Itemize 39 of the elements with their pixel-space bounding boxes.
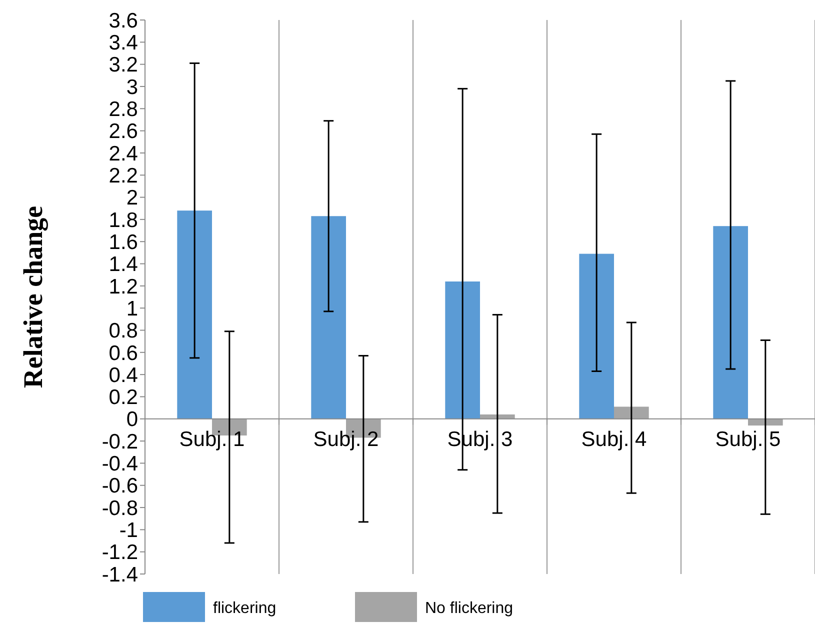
y-tick-label: 1.8 [108, 208, 138, 232]
bar [614, 406, 649, 419]
y-tick-label: 3.6 [108, 9, 138, 32]
y-tick-label: -1 [119, 519, 138, 542]
y-tick-label: 0.2 [108, 386, 138, 410]
y-tick-label: 2.4 [108, 142, 138, 166]
y-tick-label: 2 [126, 186, 138, 210]
y-tick-label: 2.6 [108, 120, 138, 144]
y-tick-label: -1.4 [102, 563, 138, 586]
y-axis-title: Relative change [18, 206, 48, 388]
y-tick-label: 0.6 [108, 342, 138, 365]
y-tick-label: 0.4 [108, 364, 138, 387]
y-tick-label: -0.4 [102, 452, 138, 476]
y-tick-label: 1.4 [108, 253, 138, 276]
y-tick-label: 1.2 [108, 275, 138, 298]
y-tick-label: 3 [126, 76, 138, 99]
x-tick-label: Subj. 2 [313, 428, 379, 451]
y-tick-label: -1.2 [102, 541, 138, 564]
legend-label: No flickering [425, 600, 514, 617]
x-tick-label: Subj. 1 [179, 428, 245, 451]
y-tick-label: 3.4 [108, 32, 138, 55]
y-tick-label: 1 [126, 297, 138, 320]
bar [445, 281, 480, 419]
y-tick-label: -0.8 [102, 496, 138, 520]
y-tick-label: -0.2 [102, 430, 138, 454]
y-tick-label: 0.8 [108, 320, 138, 343]
bar [311, 216, 346, 419]
bar [177, 210, 212, 419]
x-tick-label: Subj. 4 [581, 428, 648, 451]
y-tick-label: 0 [126, 408, 138, 432]
bar [713, 226, 748, 419]
y-tick-label: 2.8 [108, 98, 138, 121]
legend-label: flickering [213, 600, 276, 617]
y-tick-label: 2.2 [108, 164, 138, 188]
x-tick-label: Subj. 5 [715, 428, 781, 451]
bar [579, 254, 614, 419]
y-tick-label: 1.6 [108, 230, 138, 254]
y-tick-label: -0.6 [102, 474, 138, 498]
y-tick-label: 3.2 [108, 54, 138, 77]
